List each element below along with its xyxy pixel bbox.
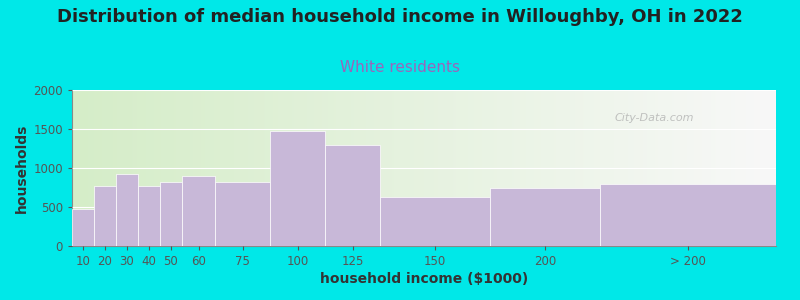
Bar: [72, 209, 94, 246]
Bar: [270, 131, 325, 246]
X-axis label: household income ($1000): household income ($1000): [320, 272, 528, 286]
Text: Distribution of median household income in Willoughby, OH in 2022: Distribution of median household income …: [57, 8, 743, 26]
Y-axis label: households: households: [15, 123, 29, 213]
Bar: [380, 197, 490, 246]
Bar: [94, 185, 116, 246]
Bar: [600, 184, 776, 246]
Bar: [182, 176, 215, 246]
Text: White residents: White residents: [340, 60, 460, 75]
Text: City-Data.com: City-Data.com: [614, 113, 694, 123]
Bar: [160, 182, 182, 246]
Bar: [215, 182, 270, 246]
Bar: [325, 145, 380, 246]
Bar: [490, 188, 600, 246]
Bar: [138, 185, 160, 246]
Bar: [116, 174, 138, 246]
